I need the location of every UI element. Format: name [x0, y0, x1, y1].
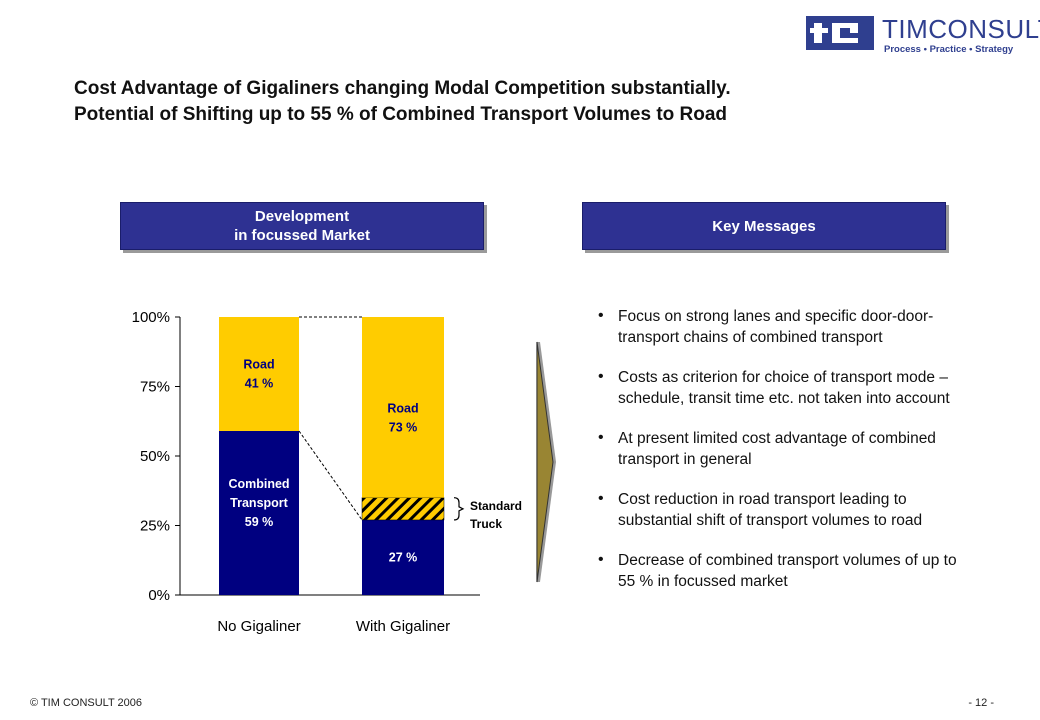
connector-line-combined [298, 430, 363, 521]
bar-data-label: 27 % [389, 550, 418, 564]
bar-combined-transport [219, 430, 299, 595]
key-message-item: • Decrease of combined transport volumes… [596, 551, 976, 592]
development-header-line2: in focussed Market [234, 227, 370, 244]
y-tick-label: 50% [140, 448, 170, 465]
bar-data-label: Road 73 % [387, 402, 418, 435]
page-title-line2: Potential of Shifting up to 55 % of Comb… [74, 104, 728, 125]
key-message-text: Costs as criterion for choice of transpo… [618, 369, 950, 407]
footer-page-number: - 12 - [968, 697, 994, 709]
page-title: Cost Advantage of Gigaliners changing Mo… [74, 76, 731, 128]
y-tick-label: 25% [140, 518, 170, 535]
bar-data-label: Road 41 % [243, 358, 274, 391]
x-category-label: With Gigaliner [356, 618, 450, 635]
bullet-icon: • [598, 368, 604, 385]
key-messages-header-label: Key Messages [712, 217, 816, 235]
key-message-item: • Cost reduction in road transport leadi… [596, 490, 976, 531]
bar-combined-transport [362, 519, 444, 595]
bullet-icon: • [598, 307, 604, 324]
logo-name-bold: TIM [882, 14, 929, 44]
standard-truck-annotation: Standard Truck [470, 499, 522, 531]
key-message-item: • Costs as criterion for choice of trans… [596, 368, 976, 409]
key-messages-header: Key Messages [582, 202, 946, 250]
key-message-item: • At present limited cost advantage of c… [596, 429, 976, 470]
key-message-item: • Focus on strong lanes and specific doo… [596, 307, 976, 348]
key-message-text: At present limited cost advantage of com… [618, 430, 936, 468]
bar-data-label: Combined Transport 59 % [228, 477, 289, 529]
bullet-icon: • [598, 490, 604, 507]
page-title-line1: Cost Advantage of Gigaliners changing Mo… [74, 78, 731, 99]
key-message-text: Decrease of combined transport volumes o… [618, 552, 957, 590]
logo-mark-icon [806, 16, 874, 50]
bar-road [362, 317, 444, 498]
bullet-icon: • [598, 429, 604, 446]
development-header-line1: Development [254, 208, 350, 225]
bullet-icon: • [598, 551, 604, 568]
logo-name-light: CONSULT [928, 14, 1040, 44]
x-category-label: No Gigaliner [217, 618, 300, 635]
footer-copyright: © TIM CONSULT 2006 [30, 697, 143, 709]
key-messages-list: • Focus on strong lanes and specific doo… [596, 307, 976, 612]
y-tick-label: 0% [148, 587, 170, 604]
bar-road [219, 317, 299, 431]
logo-tagline: Process • Practice • Strategy [884, 44, 1014, 55]
chevron-arrow-shadow [537, 342, 556, 582]
y-tick-label: 75% [140, 379, 170, 396]
key-message-text: Cost reduction in road transport leading… [618, 491, 923, 529]
bar-standard-truck [361, 497, 445, 521]
development-header: Development in focussed Market [120, 202, 484, 250]
standard-truck-brace [453, 497, 465, 521]
key-message-text: Focus on strong lanes and specific door-… [618, 308, 934, 346]
y-tick-label: 100% [132, 309, 170, 326]
